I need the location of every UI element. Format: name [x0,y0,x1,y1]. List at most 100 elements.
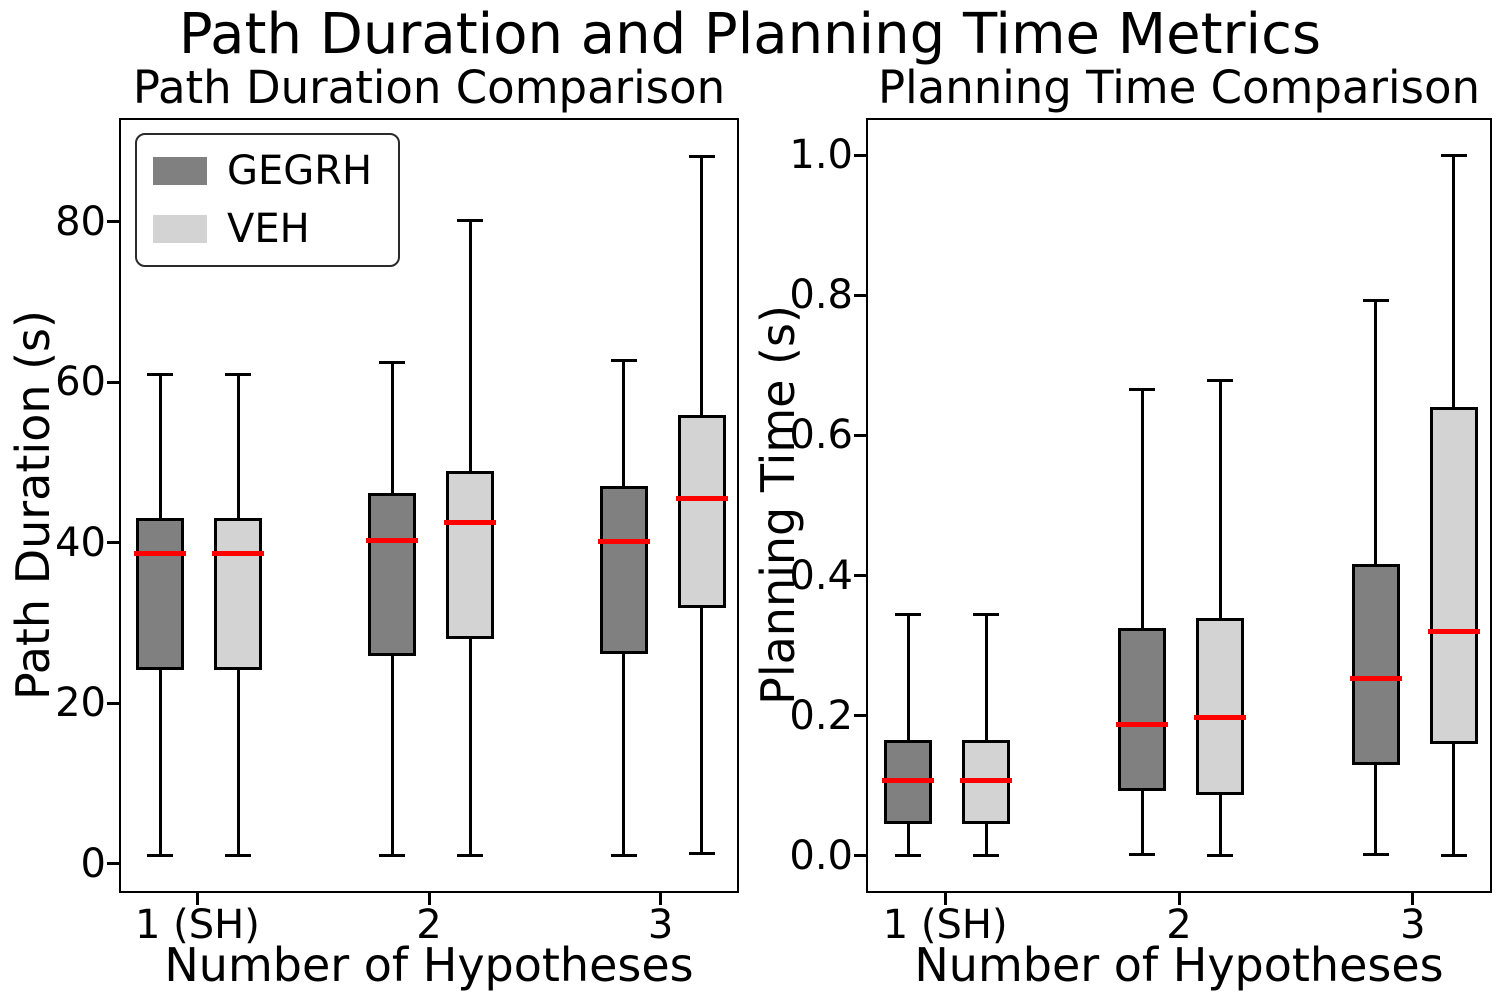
median-line [882,777,935,783]
box-veh-1 (SH) [214,517,263,670]
y-tick-label: 0 [80,840,106,887]
whisker-cap-lower [895,854,922,858]
x-tick-mark [659,893,663,905]
x-tick-label: 1 (SH) [882,902,1008,948]
x-tick-mark [1411,893,1415,905]
whisker-cap-upper [973,612,1000,616]
subplot-title-path-duration: Path Duration Comparison [132,61,726,114]
y-axis-label-planning-time: Planning Time (s) [751,305,805,705]
axes-planning-time [866,118,1492,893]
legend-swatch-veh [153,215,207,243]
y-tick-label: 1.0 [789,132,853,179]
whisker-cap-lower [457,854,483,858]
y-tick-label: 0.4 [789,552,853,599]
whisker-lower-veh [984,824,988,856]
axes-path-duration: GEGRH VEH [119,118,739,893]
whisker-lower-veh [236,669,240,856]
whisker-cap-lower [1440,854,1467,858]
whisker-upper-veh [1452,155,1456,408]
whisker-cap-upper [895,612,922,616]
whisker-upper-veh [1218,380,1222,618]
y-tick-mark [854,854,866,858]
median-line [960,777,1013,783]
x-tick-mark [427,893,431,905]
y-tick-mark [854,153,866,157]
whisker-upper-gegrh [1374,300,1378,564]
legend: GEGRH VEH [135,133,401,267]
box-gegrh-3 [599,485,648,655]
whisker-upper-veh [984,614,988,740]
whisker-cap-upper [1207,379,1233,383]
whisker-cap-upper [610,359,637,363]
whisker-upper-veh [700,156,704,416]
whisker-cap-lower [1129,853,1155,857]
median-line [597,538,650,544]
median-line [1427,629,1480,635]
whisker-lower-gegrh [1374,764,1378,855]
whisker-upper-veh [468,220,472,471]
subplot-title-planning-time: Planning Time Comparison [877,61,1480,114]
median-line [675,496,728,502]
whisker-cap-lower [1362,853,1389,857]
whisker-cap-lower [379,854,405,858]
median-line [1116,722,1168,728]
y-tick-mark [854,714,866,718]
box-gegrh-2 [368,493,416,656]
y-tick-mark [107,380,119,384]
median-line [1194,714,1246,720]
whisker-lower-gegrh [906,824,910,856]
x-axis-label-planning-time: Number of Hypotheses [914,938,1444,992]
y-tick-label: 0.2 [789,692,853,739]
box-veh-3 [1429,407,1478,744]
legend-label: GEGRH [227,148,373,194]
whisker-cap-upper [457,218,483,222]
median-line [134,550,187,556]
y-tick-mark [107,701,119,705]
whisker-upper-gegrh [622,360,626,486]
y-tick-label: 80 [55,198,106,245]
x-tick-label: 2 [416,902,442,948]
whisker-upper-veh [236,374,240,518]
whisker-lower-gegrh [1140,790,1144,855]
whisker-upper-gegrh [158,374,162,518]
whisker-cap-lower [225,854,252,858]
whisker-lower-gegrh [390,655,394,856]
box-gegrh-1 (SH) [136,517,185,670]
whisker-cap-lower [610,854,637,858]
whisker-cap-upper [1440,153,1467,157]
whisker-cap-upper [1129,388,1155,392]
box-veh-2 [446,470,494,640]
x-tick-mark [943,893,947,905]
legend-label: VEH [227,206,310,252]
legend-swatch-gegrh [153,157,207,185]
whisker-cap-upper [379,360,405,364]
figure-title: Path Duration and Planning Time Metrics [178,2,1322,67]
whisker-lower-veh [1218,794,1222,856]
whisker-lower-gegrh [622,654,626,856]
median-line [366,537,418,543]
whisker-cap-lower [973,854,1000,858]
x-tick-label: 3 [1400,902,1426,948]
whisker-cap-upper [1362,298,1389,302]
whisker-lower-veh [468,639,472,856]
whisker-upper-gegrh [390,362,394,494]
median-line [212,550,265,556]
x-tick-label: 2 [1166,902,1192,948]
box-veh-3 [677,415,726,608]
x-tick-mark [195,893,199,905]
whisker-cap-lower [1207,854,1233,858]
whisker-lower-veh [1452,743,1456,856]
y-tick-label: 20 [55,680,106,727]
whisker-upper-gegrh [906,614,910,740]
y-tick-label: 0.8 [789,272,853,319]
box-veh-2 [1196,617,1244,795]
y-tick-mark [854,574,866,578]
x-tick-label: 3 [647,902,674,948]
whisker-cap-lower [147,854,174,858]
x-axis-label-path-duration: Number of Hypotheses [164,938,694,992]
whisker-cap-lower [688,851,715,855]
whisker-lower-gegrh [158,669,162,856]
median-line [1349,676,1402,682]
y-tick-label: 40 [55,519,106,566]
y-tick-mark [107,541,119,545]
